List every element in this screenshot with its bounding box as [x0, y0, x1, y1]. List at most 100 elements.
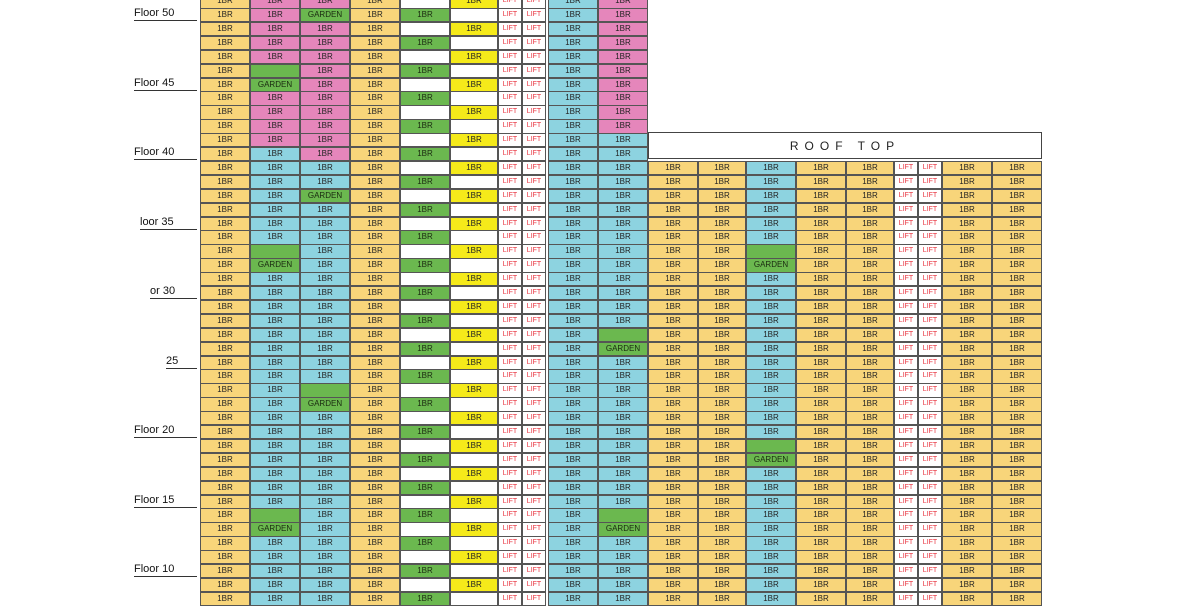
unit-cell: 1BR [548, 466, 598, 482]
unit-cell: 1BR [200, 383, 250, 398]
unit-cell: 1BR [698, 272, 746, 287]
unit-cell: 1BR [648, 452, 698, 468]
unit-cell: 1BR [746, 466, 796, 482]
unit-cell: 1BR [846, 577, 894, 593]
unit-cell: 1BR [300, 411, 350, 426]
unit-cell: 1BR [796, 452, 846, 468]
unit-cell: 1BR [746, 299, 796, 315]
lift-cell: LIFT [894, 550, 918, 565]
garden-cell [300, 383, 350, 398]
unit-cell: 1BR [746, 188, 796, 204]
unit-cell: 1BR [300, 272, 350, 287]
unit-cell: 1BR [992, 369, 1042, 384]
unit-cell: 1BR [300, 49, 350, 65]
unit-cell: 1BR [992, 452, 1042, 468]
unit-cell: 1BR [942, 425, 992, 440]
lift-cell: LIFT [498, 91, 522, 106]
unit-cell [400, 105, 450, 120]
lift-cell: LIFT [498, 438, 522, 454]
unit-cell: 1BR [598, 272, 648, 287]
lift-cell: LIFT [894, 188, 918, 204]
unit-cell: 1BR [648, 174, 698, 190]
unit-cell: 1BR [846, 341, 894, 356]
unit-cell: 1BR [796, 202, 846, 217]
lift-cell: LIFT [918, 202, 942, 217]
unit-cell: 1BR [698, 577, 746, 593]
unit-cell: 1BR [450, 0, 498, 9]
unit-cell: 1BR [796, 327, 846, 343]
lift-cell: LIFT [498, 591, 522, 606]
unit-cell: 1BR [200, 425, 250, 440]
unit-cell: 1BR [796, 341, 846, 356]
unit-cell: 1BR [200, 21, 250, 37]
lift-cell: LIFT [498, 119, 522, 134]
floor-label: 25 [166, 355, 197, 369]
unit-cell: 1BR [450, 411, 498, 426]
unit-cell: 1BR [450, 188, 498, 204]
unit-cell: 1BR [796, 230, 846, 245]
unit-cell: 1BR [992, 286, 1042, 301]
unit-cell: 1BR [648, 383, 698, 398]
lift-cell: LIFT [894, 202, 918, 217]
unit-cell: 1BR [450, 105, 498, 120]
unit-cell [450, 564, 498, 579]
unit-cell: 1BR [548, 133, 598, 148]
unit-cell: 1BR [796, 369, 846, 384]
unit-cell: 1BR [300, 216, 350, 231]
unit-cell: 1BR [598, 21, 648, 37]
unit-cell: 1BR [698, 438, 746, 454]
unit-cell: 1BR [400, 230, 450, 245]
unit-cell: 1BR [698, 230, 746, 245]
garden-cell [746, 244, 796, 259]
unit-cell: 1BR [300, 494, 350, 509]
unit-cell: 1BR [648, 230, 698, 245]
unit-cell: 1BR [846, 216, 894, 231]
unit-cell: 1BR [350, 174, 400, 190]
unit-cell: 1BR [796, 550, 846, 565]
unit-cell: 1BR [796, 313, 846, 329]
unit-cell: 1BR [450, 299, 498, 315]
unit-cell: 1BR [300, 577, 350, 593]
unit-cell: 1BR [200, 8, 250, 23]
unit-cell: 1BR [992, 397, 1042, 412]
unit-cell: 1BR [300, 91, 350, 106]
unit-cell: 1BR [300, 341, 350, 356]
unit-cell: 1BR [350, 327, 400, 343]
lift-cell: LIFT [498, 0, 522, 9]
unit-cell: 1BR [400, 174, 450, 190]
unit-cell: 1BR [648, 216, 698, 231]
unit-cell: 1BR [598, 591, 648, 606]
unit-cell: 1BR [746, 230, 796, 245]
lift-cell: LIFT [894, 355, 918, 370]
unit-cell: 1BR [400, 286, 450, 301]
unit-cell: 1BR [746, 369, 796, 384]
unit-cell: 1BR [400, 480, 450, 495]
unit-cell: 1BR [846, 383, 894, 398]
unit-cell: 1BR [250, 313, 300, 329]
unit-cell: 1BR [548, 564, 598, 579]
unit-cell: 1BR [450, 327, 498, 343]
unit-cell: 1BR [992, 550, 1042, 565]
unit-cell: 1BR [942, 355, 992, 370]
unit-cell [450, 258, 498, 273]
lift-cell: LIFT [894, 591, 918, 606]
unit-cell [400, 466, 450, 482]
unit-cell: 1BR [942, 286, 992, 301]
unit-cell: 1BR [400, 202, 450, 217]
unit-cell: 1BR [942, 299, 992, 315]
unit-cell: 1BR [200, 494, 250, 509]
lift-cell: LIFT [522, 272, 546, 287]
unit-cell: 1BR [200, 536, 250, 551]
unit-cell: 1BR [598, 258, 648, 273]
unit-cell: 1BR [250, 174, 300, 190]
unit-cell: 1BR [300, 0, 350, 9]
lift-cell: LIFT [522, 397, 546, 412]
unit-cell [450, 202, 498, 217]
unit-cell: 1BR [400, 508, 450, 523]
unit-cell: 1BR [548, 244, 598, 259]
unit-cell: 1BR [598, 77, 648, 92]
lift-cell: LIFT [498, 133, 522, 148]
lift-cell: LIFT [498, 341, 522, 356]
unit-cell: 1BR [992, 466, 1042, 482]
unit-cell: 1BR [200, 49, 250, 65]
